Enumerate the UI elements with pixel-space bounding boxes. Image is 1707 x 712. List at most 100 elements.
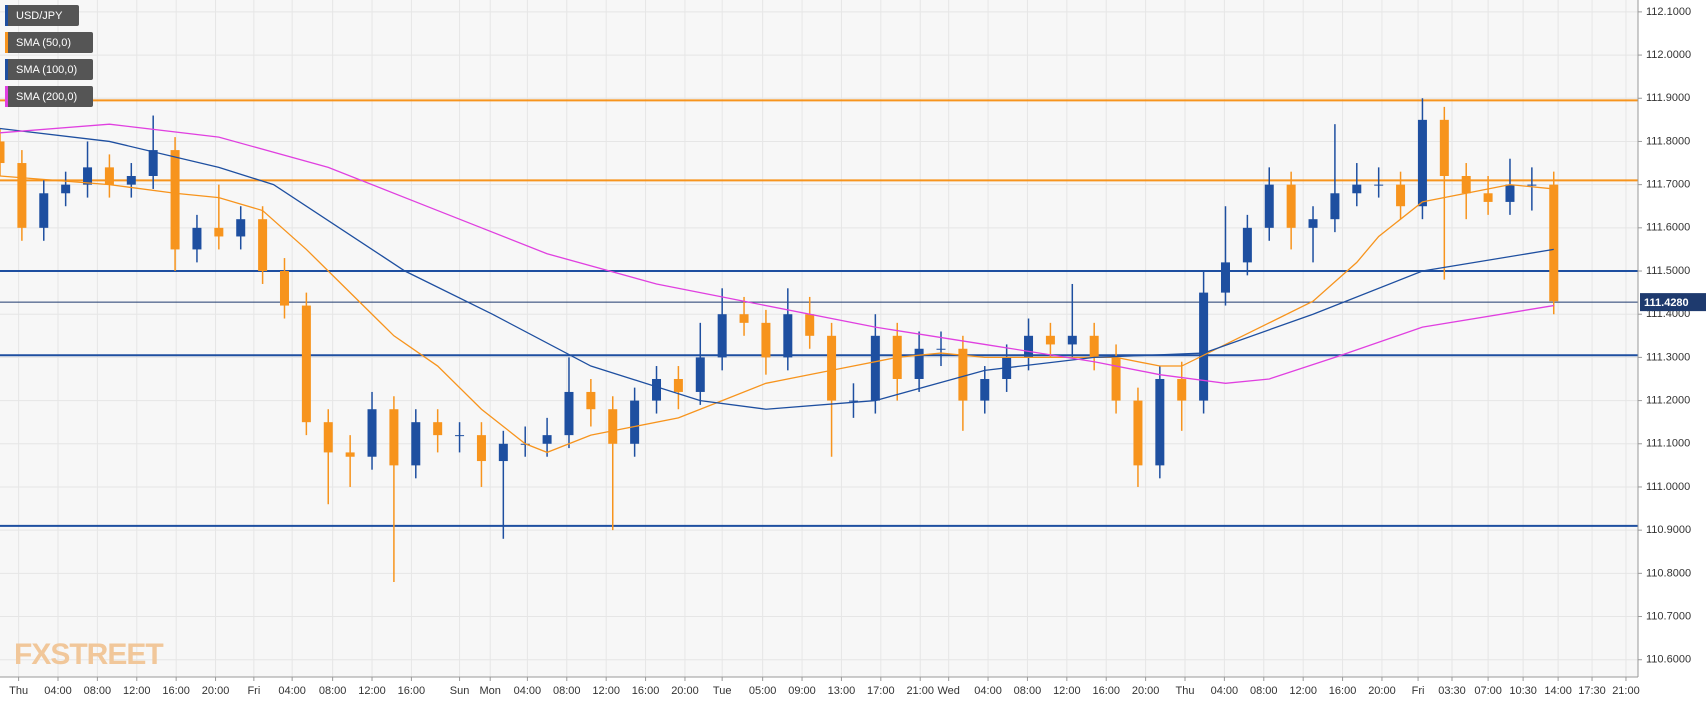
candle-body [1155,378,1165,466]
x-tick-label: 12:00 [592,685,620,697]
x-tick-label: 04:00 [44,685,72,697]
x-tick-label: 12:00 [123,685,151,697]
candle-body [17,163,27,228]
price-tag-label: 111.4280 [1644,297,1689,309]
x-tick-label: 17:00 [867,685,895,697]
legend-swatch [5,5,8,26]
x-tick-label: 14:00 [1544,685,1572,697]
x-tick-label: 21:00 [1612,685,1640,697]
x-tick-label: 08:00 [553,685,581,697]
y-tick-label: 112.0000 [1646,49,1691,61]
candle-body [236,219,246,237]
candle-body [498,443,508,462]
candle-body [1461,175,1471,194]
candle-body [1527,184,1537,186]
candle-body [148,150,158,176]
x-tick-label: 03:30 [1438,685,1466,697]
candle-body [1264,184,1274,228]
legend-swatch [5,59,8,80]
candle-body [1024,335,1034,358]
candle-body [1330,193,1340,220]
y-tick-label: 111.7000 [1646,179,1690,191]
price-tag [1640,293,1706,312]
candle-body [389,409,399,466]
candle-body [848,400,858,402]
candle-body [1396,184,1406,207]
x-tick-label: 21:00 [906,685,934,697]
legend-swatch [5,86,8,107]
candle-body [126,175,136,185]
candle-body [1242,227,1252,263]
x-tick-label: 10:30 [1509,685,1537,697]
candle-body [586,391,596,410]
candle-body [958,348,968,401]
legend-box [5,32,93,53]
candle-body [1483,193,1493,202]
candle-body [652,378,662,401]
candle-body [104,167,114,185]
candle-body [1286,184,1296,228]
candle-body [258,219,268,272]
candle-body [914,348,924,379]
candle-body [323,422,333,453]
sma-line [0,175,1554,454]
x-tick-label: Fri [247,685,260,697]
sma-line [0,127,1554,410]
x-tick-label: 20:00 [1368,685,1396,697]
x-tick-label: 08:00 [1250,685,1278,697]
legend-label: SMA (100,0) [16,64,77,76]
legend-label: SMA (200,0) [16,91,77,103]
x-tick-label: Thu [9,685,28,697]
x-tick-label: 16:00 [1092,685,1120,697]
candle-body [0,141,5,164]
candle-body [214,227,224,237]
candle-body [936,348,946,350]
y-tick-label: 111.0000 [1646,481,1690,493]
candle-body [411,422,421,466]
legend-box [5,5,79,26]
y-tick-label: 110.9000 [1646,524,1691,536]
x-tick-label: 16:00 [1329,685,1357,697]
candle-body [1133,400,1143,466]
candle-body [1111,357,1121,401]
y-tick-label: 111.2000 [1646,394,1690,406]
legend-box [5,86,93,107]
legend-box [5,59,93,80]
y-tick-label: 112.1000 [1646,6,1691,18]
candle-body [695,357,705,392]
candle-body [1045,335,1055,345]
candle-body [827,335,837,401]
candle-body [83,167,93,185]
x-tick-label: Thu [1176,685,1195,697]
x-tick-label: Wed [937,685,959,697]
legend-label: SMA (50,0) [16,37,71,49]
x-tick-label: 12:00 [1289,685,1317,697]
x-tick-label: 12:00 [358,685,386,697]
candle-body [345,452,355,457]
levels [0,99,1638,527]
x-tick-label: 16:00 [162,685,190,697]
moving-averages [0,123,1554,454]
x-tick-label: 08:00 [1014,685,1042,697]
y-tick-label: 111.5000 [1646,265,1690,277]
candle-body [717,314,727,358]
candle-body [39,193,49,228]
candle-body [455,435,465,437]
x-tick-label: 04:00 [1211,685,1239,697]
ticks: 110.6000 110.7000 110.8000 110.9000 111.0000… [9,6,1706,697]
x-tick-label: 20:00 [202,685,230,697]
candle-body [1089,335,1099,358]
candle-body [673,378,683,392]
candle-body [1199,292,1209,401]
candle-body [61,184,71,194]
x-tick-label: 04:00 [278,685,306,697]
x-tick-label: 17:30 [1578,685,1606,697]
candle-body [739,314,749,323]
y-tick-label: 110.6000 [1646,654,1691,666]
legend-label: USD/JPY [16,10,63,22]
y-tick-label: 110.7000 [1646,610,1691,622]
x-tick-label: 12:00 [1053,685,1081,697]
sma-line [0,123,1554,384]
